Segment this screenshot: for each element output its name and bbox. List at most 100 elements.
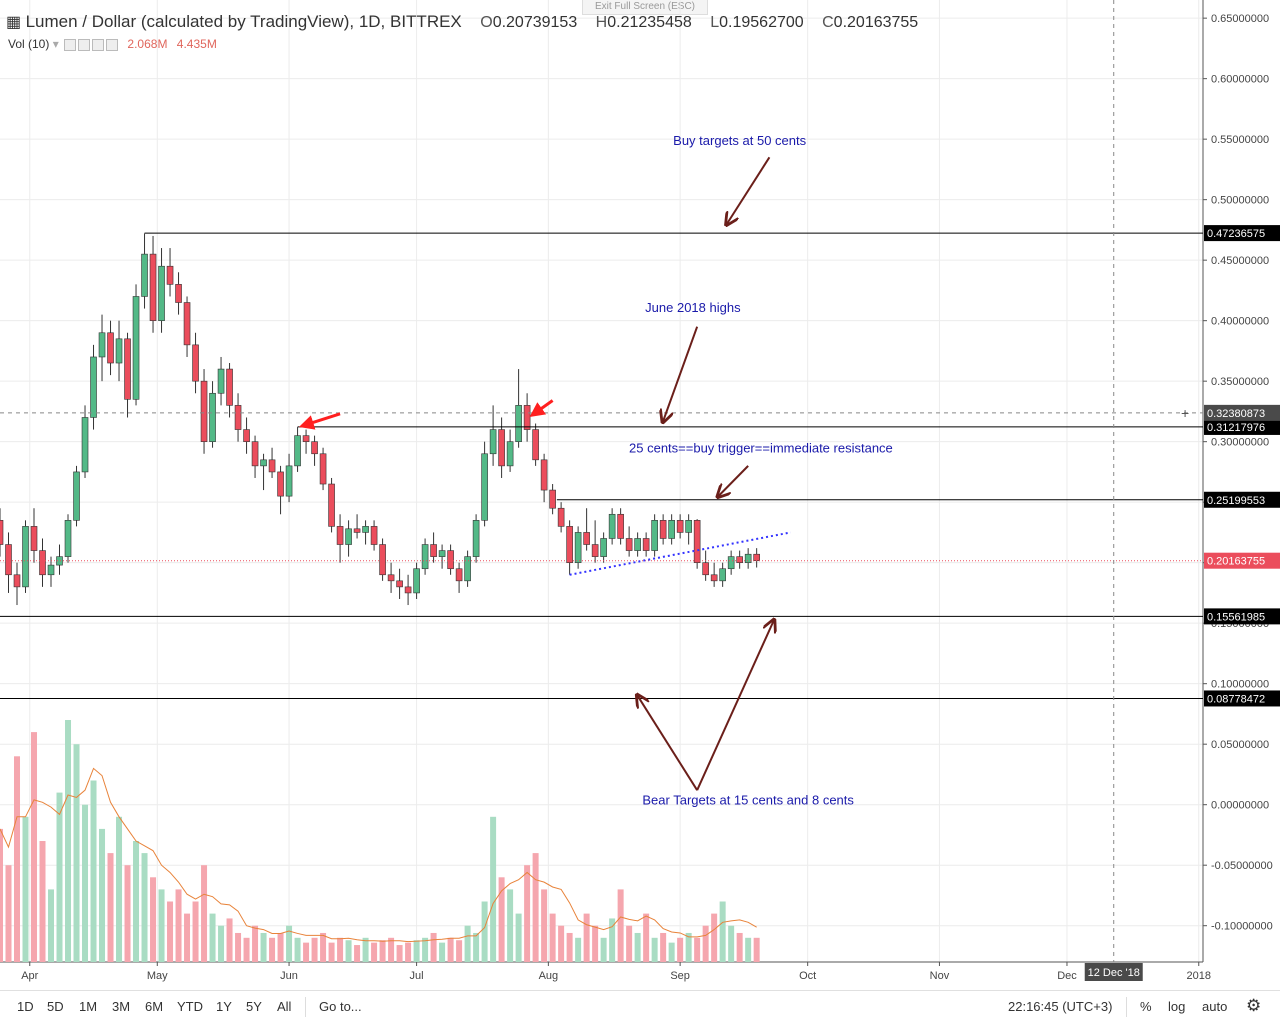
candle-body [396,580,403,588]
annotation-arrow [638,696,698,791]
volume-bar [303,942,310,962]
red-arrow [298,412,341,430]
auto-toggle[interactable]: auto [1202,999,1228,1014]
clock-label[interactable]: 22:16:45 (UTC+3) [1008,999,1113,1014]
candle-body [438,550,446,557]
candle-body [583,532,590,545]
price-chart[interactable]: 0.65000000 0.60000000 0.55000000 0.50000000… [0,0,1280,990]
candle [600,532,607,563]
candle [413,562,420,599]
volume-bar [226,918,233,962]
symbol-title[interactable]: Lumen / Dollar (calculated by TradingVie… [25,12,462,31]
candle-body [115,338,123,364]
settings-icon[interactable] [78,38,91,51]
candle [430,532,437,563]
candle-body [744,553,752,563]
candle-body [22,526,29,588]
candle-body [209,392,216,442]
x-tick-label: Aug [539,970,559,982]
candle-body [481,453,488,521]
gear-icon[interactable]: ⚙ [1246,996,1262,1015]
volume-bar [48,889,55,962]
volume-bar [209,913,216,962]
volume-bar [311,937,318,962]
candle [736,550,743,569]
candle [557,502,565,533]
log-toggle[interactable]: log [1168,999,1186,1014]
volume-bar [141,853,148,962]
crosshair-price-box [1204,404,1280,421]
candle-body [311,441,318,455]
exit-fullscreen-label[interactable]: Exit Full Screen (ESC) [582,0,708,15]
volume-bar [745,937,752,962]
candle-body [387,574,395,582]
candle [158,248,165,333]
open-label: O [480,14,493,31]
y-tick-label: -0.05000000 [1211,860,1273,872]
candle [659,514,667,545]
volume-bar [243,937,250,962]
dropdown-icon[interactable]: ▾ [52,37,59,51]
candle [421,538,429,575]
range-5d[interactable]: 5D [47,999,64,1014]
volume-bar [524,865,531,962]
candle [489,405,497,466]
volume-bar [609,918,616,962]
candle-body [753,553,760,562]
eye-icon[interactable] [64,38,77,51]
candle [268,447,276,478]
volume-bar [702,925,709,962]
volume-bar [260,932,267,962]
candle-body [540,459,548,491]
volume-bar [677,937,684,962]
candle-body [90,356,97,418]
goto-button[interactable]: Go to... [319,999,362,1014]
candle [234,393,242,442]
volume-bar [422,937,429,962]
y-tick-label: -0.10000000 [1211,921,1273,933]
volume-bar [413,940,420,962]
candle-body [702,562,709,576]
volume-bar [405,942,412,962]
volume-bar [150,877,157,962]
volume-bar [668,942,675,962]
volume-bar [566,932,573,962]
candle-body [693,520,701,563]
annotation-arrow [727,156,771,224]
candle-body [591,544,599,557]
candle-body [489,429,497,455]
annotation-text: 25 cents==buy trigger==immediate resista… [629,441,893,456]
candle [574,526,582,569]
candle [294,427,301,472]
percent-toggle[interactable]: % [1140,999,1152,1014]
range-1d[interactable]: 1D [17,999,34,1014]
volume-ma-line [0,767,757,943]
candle-body [124,338,131,400]
range-all[interactable]: All [277,999,292,1014]
range-ytd[interactable]: YTD [177,999,203,1014]
candle [90,344,97,430]
collapse-icon[interactable]: ▦ [6,14,22,31]
candle-body [464,556,471,582]
y-tick-label: 0.55000000 [1211,134,1269,146]
volume-indicator-label[interactable]: Vol (10) [8,37,50,51]
crosshair-plus-icon: + [1181,405,1189,421]
last-price-box [1204,552,1280,569]
candle [753,548,760,568]
candle-body [549,489,556,509]
range-1m[interactable]: 1M [79,999,98,1014]
range-5y[interactable]: 5Y [246,999,262,1014]
add-icon[interactable] [92,38,105,51]
candle-body [98,332,106,358]
close-icon[interactable] [106,38,119,51]
volume-bar [473,932,480,962]
candle-body [370,526,378,545]
range-1y[interactable]: 1Y [216,999,232,1014]
y-tick-label: 0.10000000 [1211,679,1269,691]
range-3m[interactable]: 3M [112,999,131,1014]
candle [642,532,650,557]
range-6m[interactable]: 6M [145,999,164,1014]
toolbar-divider [305,997,306,1017]
candle [464,550,471,587]
chart-header: ▦ Lumen / Dollar (calculated by TradingV… [6,12,918,32]
